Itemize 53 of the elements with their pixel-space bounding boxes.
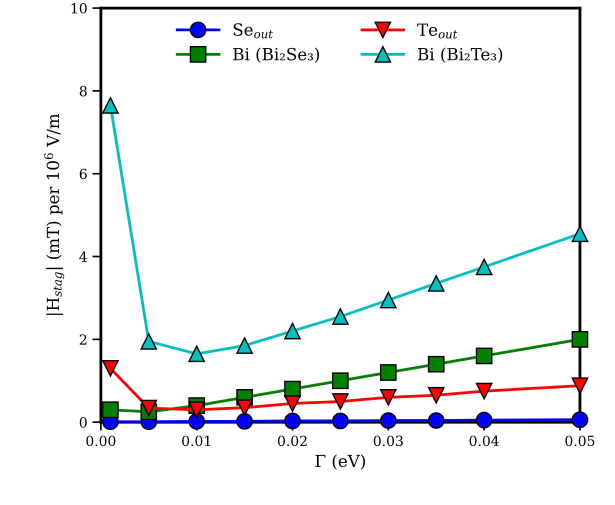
point xyxy=(572,377,588,394)
y-tick-label: 10 xyxy=(72,3,87,14)
point xyxy=(188,346,206,362)
point xyxy=(428,356,445,373)
y-tick-label: 8 xyxy=(80,86,87,96)
x-tick-label: 0.03 xyxy=(374,436,403,446)
point xyxy=(476,412,492,428)
point xyxy=(284,395,301,412)
legend-label: Bi (Bi₂Te₃) xyxy=(418,48,502,63)
point xyxy=(572,331,588,348)
point xyxy=(572,225,588,242)
point xyxy=(188,413,206,430)
point xyxy=(332,372,349,390)
point xyxy=(236,399,253,416)
point xyxy=(140,400,158,416)
point xyxy=(284,380,301,398)
legend-label: Bi (Bi₂Se₃) xyxy=(233,48,320,63)
point xyxy=(188,401,206,418)
point xyxy=(476,258,492,276)
point xyxy=(284,412,301,430)
x-axis-title: Γ (eV) xyxy=(315,454,365,470)
x-tick-label: 0.05 xyxy=(565,436,594,446)
x-tick-label: 0.02 xyxy=(278,436,307,446)
point xyxy=(236,413,253,430)
point xyxy=(380,364,397,381)
x-tick-label: 0.04 xyxy=(470,436,499,446)
legend-label: Se$_{out}$ xyxy=(234,23,273,38)
point xyxy=(332,412,349,430)
x-tick-label: 0.00 xyxy=(86,436,116,446)
point xyxy=(332,308,349,325)
point xyxy=(428,386,445,404)
legend-label: Te$_{out}$ xyxy=(417,24,458,38)
point xyxy=(380,292,397,308)
point xyxy=(380,389,397,406)
point xyxy=(428,275,445,292)
y-tick-label: 0 xyxy=(80,417,87,428)
point xyxy=(380,412,397,429)
point xyxy=(140,333,158,350)
point xyxy=(332,393,349,410)
y-tick-label: 6 xyxy=(80,168,87,180)
y-tick-label: 4 xyxy=(79,252,87,262)
point xyxy=(236,337,253,354)
point xyxy=(476,348,492,364)
point xyxy=(428,412,445,429)
point xyxy=(102,401,119,418)
y-axis-title: |H$_{stag}$| (mT) per 10$^{6}$ V/m xyxy=(44,114,64,315)
point xyxy=(102,360,119,377)
point xyxy=(572,411,588,428)
point xyxy=(284,322,301,340)
x-tick-label: 0.01 xyxy=(182,436,210,446)
point xyxy=(102,97,119,114)
point xyxy=(476,382,492,400)
y-tick-label: 2 xyxy=(80,334,86,345)
